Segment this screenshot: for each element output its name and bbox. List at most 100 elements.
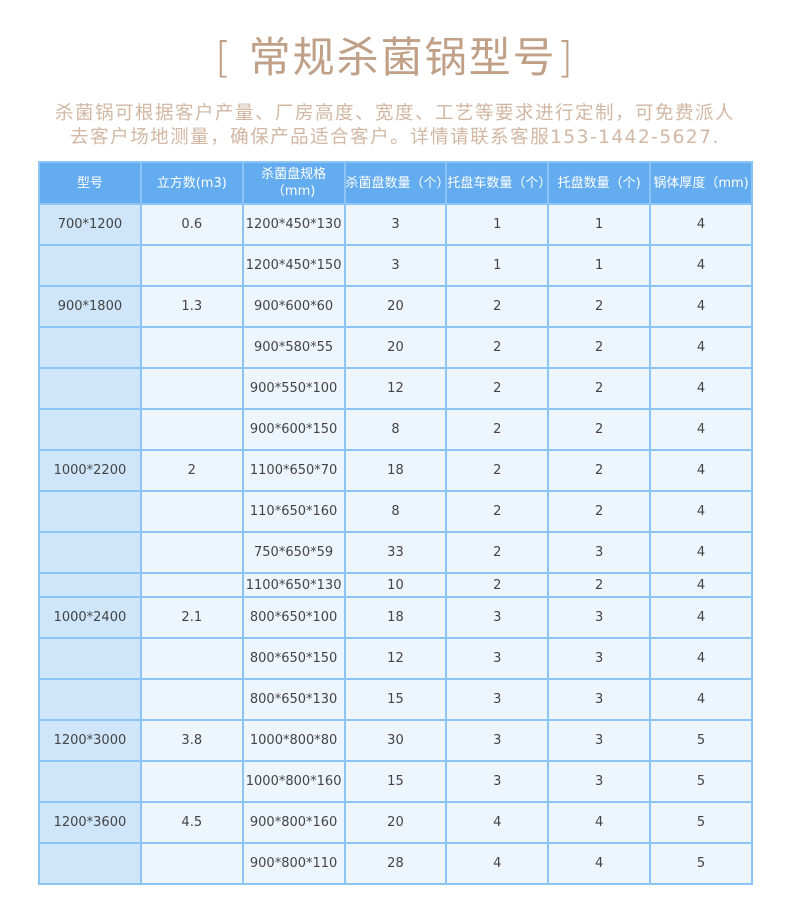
- table-cell: 2: [445, 449, 550, 492]
- table-cell: 4: [649, 367, 753, 410]
- table-cell: 2.1: [139, 596, 244, 639]
- table-header-row: 型号 立方数(m3) 杀菌盘规格（mm) 杀菌盘数量（个） 托盘车数量（个） 托盘数量（个…: [38, 161, 753, 205]
- table-cell: 3: [445, 760, 550, 803]
- table-cell: 3: [547, 719, 652, 762]
- table-cell: 20: [343, 285, 448, 328]
- table-cell: 3: [547, 596, 652, 639]
- table-cell: 800*650*130: [241, 678, 346, 721]
- table-cell: 750*650*59: [241, 531, 346, 574]
- table-cell: 4: [649, 203, 753, 246]
- table-cell: 4.5: [139, 801, 244, 844]
- table-cell: [139, 326, 244, 369]
- table-cell: [38, 408, 142, 451]
- table-cell: [139, 490, 244, 533]
- table-row: 900*550*100 12 2 2 4: [38, 367, 753, 410]
- table-cell: 5: [649, 719, 753, 762]
- table-cell: 1: [445, 203, 550, 246]
- table-cell: 2: [547, 490, 652, 533]
- table-row: 110*650*160 8 2 2 4: [38, 490, 753, 533]
- table-cell: 1000*800*80: [241, 719, 346, 762]
- table-cell: 4: [445, 801, 550, 844]
- table-cell: 800*650*150: [241, 637, 346, 680]
- table-cell: 3.8: [139, 719, 244, 762]
- table-cell: [139, 408, 244, 451]
- description: 杀菌锅可根据客户产量、厂房高度、宽度、工艺等要求进行定制，可免费派人 去客户场地…: [0, 102, 790, 150]
- column-header: 立方数(m3): [139, 161, 244, 205]
- table-cell: [139, 244, 244, 287]
- table-cell: 12: [343, 637, 448, 680]
- table-cell: 4: [649, 449, 753, 492]
- table-row: 900*800*110 28 4 4 5: [38, 842, 753, 885]
- table-cell: 110*650*160: [241, 490, 346, 533]
- table-cell: 4: [649, 490, 753, 533]
- table-cell: [38, 572, 142, 598]
- table-cell: 900*600*150: [241, 408, 346, 451]
- table-cell: 900*580*55: [241, 326, 346, 369]
- table-cell: 10: [343, 572, 448, 598]
- table-cell: 5: [649, 801, 753, 844]
- table-cell: 2: [445, 490, 550, 533]
- table-cell: 3: [547, 637, 652, 680]
- table-row: 1000*2400 2.1 800*650*100 18 3 3 4: [38, 596, 753, 639]
- table-cell: 3: [445, 678, 550, 721]
- table-cell: 4: [649, 637, 753, 680]
- table-row: 800*650*150 12 3 3 4: [38, 637, 753, 680]
- table-cell: 3: [547, 531, 652, 574]
- table-cell: 1000*800*160: [241, 760, 346, 803]
- table-row: 1200*450*150 3 1 1 4: [38, 244, 753, 287]
- table-cell: [139, 531, 244, 574]
- table-row: 1200*3000 3.8 1000*800*80 30 3 3 5: [38, 719, 753, 762]
- table-cell: 2: [445, 285, 550, 328]
- table-cell: 3: [343, 244, 448, 287]
- table-cell: 1200*450*130: [241, 203, 346, 246]
- table-cell: 1: [547, 244, 652, 287]
- table-cell: [38, 531, 142, 574]
- table-cell: 900*600*60: [241, 285, 346, 328]
- table-cell: 4: [547, 842, 652, 885]
- table-cell: 900*1800: [38, 285, 142, 328]
- table-cell: 2: [547, 285, 652, 328]
- table-cell: 1200*3000: [38, 719, 142, 762]
- table-cell: 4: [649, 285, 753, 328]
- table-cell: 33: [343, 531, 448, 574]
- table-row: 900*580*55 20 2 2 4: [38, 326, 753, 369]
- table-cell: [38, 367, 142, 410]
- table-cell: 4: [649, 244, 753, 287]
- table-cell: 3: [445, 637, 550, 680]
- column-header: 杀菌盘数量（个）: [343, 161, 448, 205]
- table-cell: 2: [547, 367, 652, 410]
- table-cell: 4: [649, 326, 753, 369]
- table-cell: 2: [547, 408, 652, 451]
- table-cell: 2: [445, 572, 550, 598]
- table-cell: 3: [343, 203, 448, 246]
- column-header: 型号: [38, 161, 142, 205]
- table-cell: [139, 842, 244, 885]
- table-cell: 18: [343, 596, 448, 639]
- table-cell: [38, 760, 142, 803]
- table-cell: 15: [343, 760, 448, 803]
- table-cell: 5: [649, 842, 753, 885]
- table-cell: 30: [343, 719, 448, 762]
- table-cell: [38, 678, 142, 721]
- table-cell: 4: [547, 801, 652, 844]
- table-row: 1000*2200 2 1100*650*70 18 2 2 4: [38, 449, 753, 492]
- table-cell: 800*650*100: [241, 596, 346, 639]
- column-header: 托盘车数量（个）: [445, 161, 550, 205]
- table-cell: 18: [343, 449, 448, 492]
- table-cell: 1200*3600: [38, 801, 142, 844]
- table-cell: 900*800*160: [241, 801, 346, 844]
- table-cell: 1: [547, 203, 652, 246]
- page-title: [ 常规杀菌锅型号]: [214, 33, 576, 82]
- table-cell: 2: [547, 572, 652, 598]
- table-cell: 2: [445, 408, 550, 451]
- table-row: 900*600*150 8 2 2 4: [38, 408, 753, 451]
- table-cell: 700*1200: [38, 203, 142, 246]
- table-cell: 1: [445, 244, 550, 287]
- column-header: 杀菌盘规格（mm): [241, 161, 346, 205]
- table-row: 900*1800 1.3 900*600*60 20 2 2 4: [38, 285, 753, 328]
- table-cell: 15: [343, 678, 448, 721]
- table-cell: 1100*650*70: [241, 449, 346, 492]
- table-cell: 4: [445, 842, 550, 885]
- table-cell: [139, 572, 244, 598]
- table-cell: 5: [649, 760, 753, 803]
